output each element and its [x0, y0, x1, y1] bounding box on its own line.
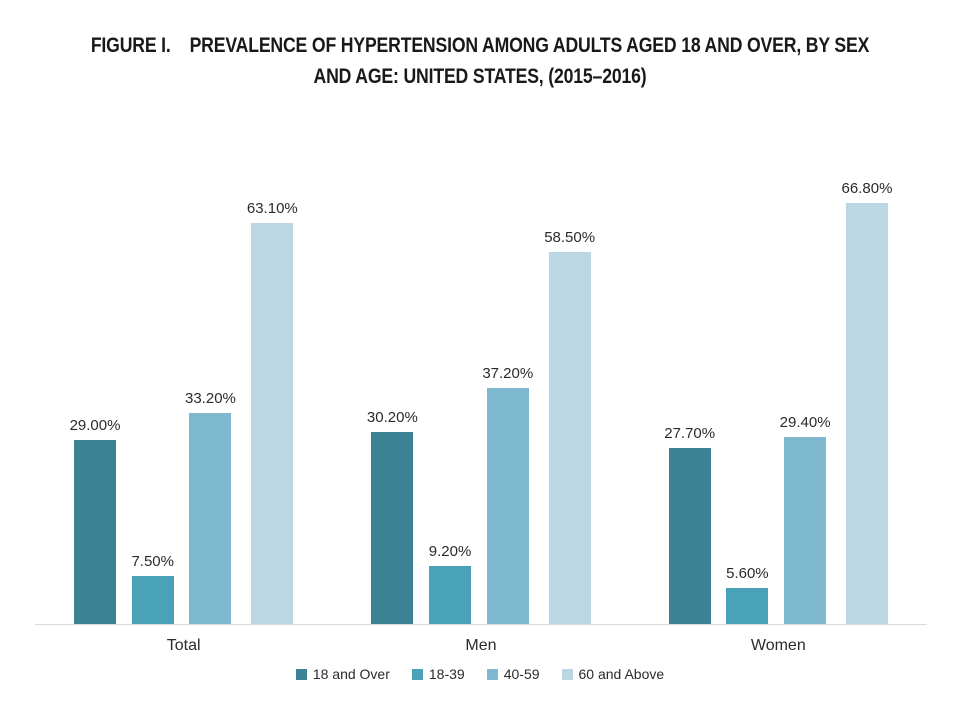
bar-wrap: 37.20% — [482, 180, 533, 624]
bar-wrap: 9.20% — [428, 180, 472, 624]
legend-item-18-39: 18-39 — [411, 666, 465, 682]
bar-wrap: 5.60% — [726, 180, 769, 624]
legend-item-18-and-over: 18 and Over — [295, 666, 390, 682]
bar-wrap: 63.10% — [247, 180, 298, 624]
bar-wrap: 30.20% — [367, 180, 418, 624]
category-group-women: 27.70% 5.60% 29.40% 66.80% — [630, 180, 927, 624]
bar-18-39 — [726, 588, 769, 624]
bar-value-label: 66.80% — [841, 180, 893, 197]
bar-wrap: 29.00% — [69, 180, 121, 624]
bar-60-and-above — [251, 222, 294, 624]
legend-swatch-icon — [486, 668, 498, 680]
bar-wrap: 58.50% — [544, 180, 595, 624]
legend-label: 18 and Over — [312, 666, 390, 682]
bar-value-label: 9.20% — [428, 542, 472, 560]
category-label-men: Men — [465, 637, 497, 654]
legend-label: 60 and Above — [578, 666, 665, 682]
bar-wrap: 29.40% — [780, 180, 831, 624]
legend-label: 40-59 — [503, 666, 540, 682]
bar-18-and-over — [668, 447, 711, 624]
bar-40-59 — [189, 412, 232, 624]
category-group-total: 29.00% 7.50% 33.20% 63.10% — [35, 180, 332, 624]
bar-wrap: 27.70% — [664, 180, 715, 624]
bar-value-label: 29.40% — [779, 414, 831, 432]
bar-value-label: 30.20% — [366, 409, 418, 426]
bar-value-label: 58.50% — [544, 229, 596, 247]
category-group-men: 30.20% 9.20% 37.20% 58.50% — [332, 180, 629, 624]
bar-60-and-above — [548, 252, 591, 624]
plot-area: 29.00% 7.50% 33.20% 63.10% 30.20% 9.20% 37.20%… — [35, 180, 927, 625]
legend-item-40-59: 40-59 — [486, 666, 540, 682]
category-label-total: Total — [166, 637, 201, 654]
bar-18-and-over — [74, 439, 117, 624]
chart-title-line-1: FIGURE I. PREVALENCE OF HYPERTENSION AMO… — [90, 34, 870, 57]
bar-18-39 — [429, 565, 472, 624]
chart-title-line-2: AND AGE: UNITED STATES, (2015–2016) — [313, 65, 647, 88]
bar-18-and-over — [371, 432, 414, 624]
bar-18-39 — [131, 576, 174, 624]
bar-value-label: 7.50% — [131, 553, 174, 571]
bar-60-and-above — [845, 203, 888, 624]
legend-swatch-icon — [295, 668, 307, 680]
bar-wrap: 33.20% — [185, 180, 236, 624]
legend-label: 18-39 — [428, 666, 465, 682]
legend-swatch-icon — [411, 668, 423, 680]
bar-value-label: 63.10% — [246, 199, 298, 217]
chart-title: FIGURE I. PREVALENCE OF HYPERTENSION AMO… — [0, 30, 960, 92]
bar-wrap: 66.80% — [841, 180, 893, 624]
bar-value-label: 37.20% — [482, 364, 534, 382]
bar-40-59 — [784, 437, 827, 624]
bar-value-label: 29.00% — [69, 416, 121, 434]
category-label-women: Women — [750, 637, 806, 654]
bar-wrap: 7.50% — [131, 180, 174, 624]
bar-value-label: 5.60% — [726, 565, 769, 583]
bar-group: 27.70% 5.60% 29.40% 66.80% — [664, 180, 892, 624]
bar-value-label: 33.20% — [185, 389, 236, 407]
legend: 18 and Over 18-39 40-59 60 and Above — [0, 666, 960, 682]
bar-40-59 — [486, 387, 529, 624]
bar-group: 30.20% 9.20% 37.20% 58.50% — [367, 180, 595, 624]
bar-group: 29.00% 7.50% 33.20% 63.10% — [70, 180, 298, 624]
legend-swatch-icon — [561, 668, 573, 680]
bar-value-label: 27.70% — [664, 424, 716, 442]
category-axis: Total Men Women — [35, 637, 927, 655]
legend-item-60-and-above: 60 and Above — [561, 666, 665, 682]
